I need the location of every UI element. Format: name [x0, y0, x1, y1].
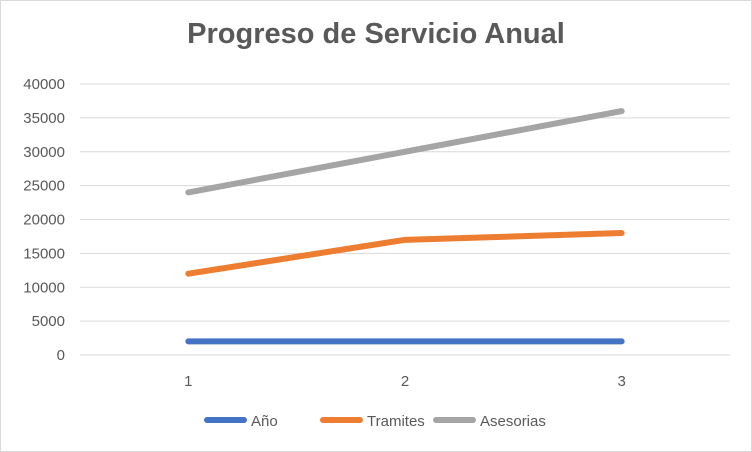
y-axis-tick-labels: 0 5000 10000 15000 20000 25000 30000 35000 40000: [23, 76, 65, 364]
gridlines: [80, 83, 730, 356]
legend-label: Año: [251, 413, 278, 430]
y-tick-label: 0: [57, 347, 65, 364]
y-tick-label: 25000: [23, 178, 65, 195]
x-tick-label: 3: [617, 373, 625, 390]
y-tick-label: 15000: [23, 245, 65, 262]
series-lines: [185, 108, 625, 345]
y-tick-label: 30000: [23, 144, 65, 161]
x-axis-tick-labels: 1 2 3: [184, 373, 626, 390]
y-tick-label: 35000: [23, 110, 65, 127]
series-line-1: [185, 230, 625, 277]
legend-label: Tramites: [367, 413, 425, 430]
legend: Año Tramites Asesorias: [204, 413, 546, 430]
y-tick-label: 40000: [23, 76, 65, 93]
legend-label: Asesorias: [480, 413, 546, 430]
x-tick-label: 1: [184, 373, 192, 390]
y-tick-label: 5000: [32, 313, 65, 330]
series-line-2: [185, 108, 625, 196]
y-tick-label: 10000: [23, 279, 65, 296]
chart-title: Progreso de Servicio Anual: [187, 18, 565, 50]
y-tick-label: 20000: [23, 212, 65, 229]
x-tick-label: 2: [401, 373, 409, 390]
